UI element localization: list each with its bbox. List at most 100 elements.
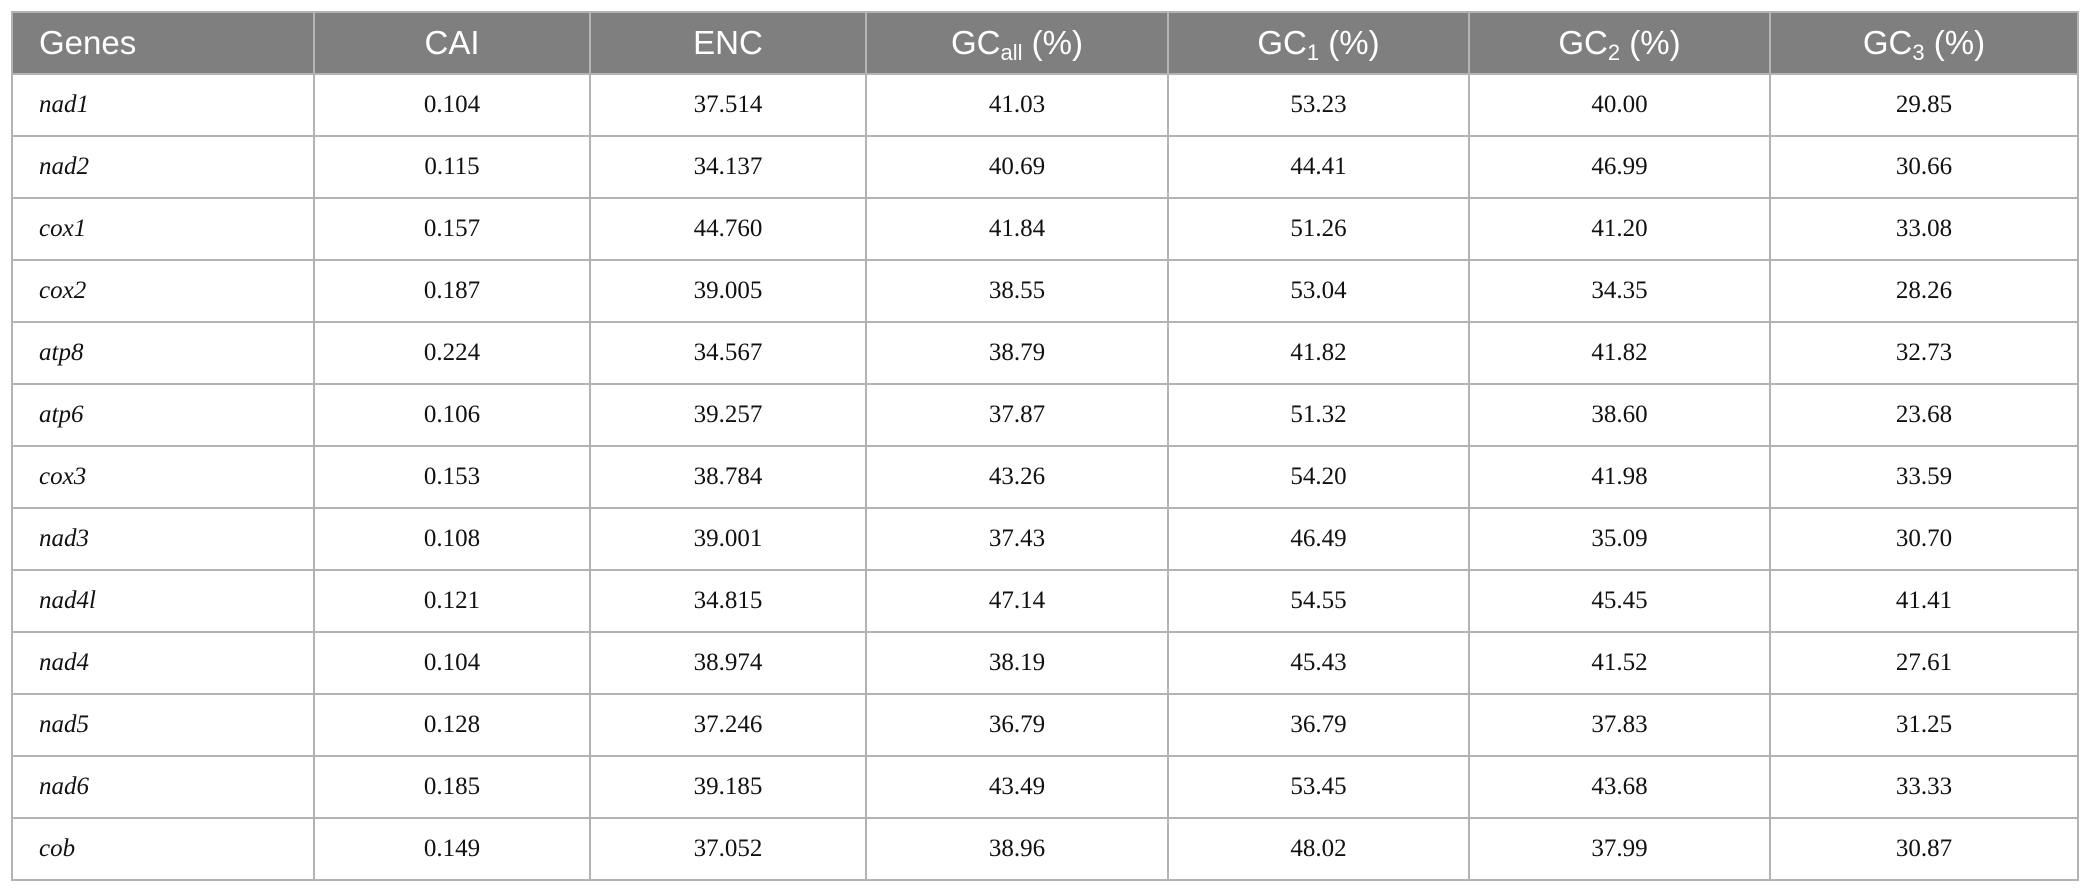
value-cell: 45.43: [1167, 631, 1470, 695]
column-header: GC3 (%): [1769, 11, 2079, 75]
value-cell: 34.137: [589, 135, 867, 199]
table-row: nad5 0.128 37.246 36.79 36.79 37.83 31.25: [11, 693, 2079, 757]
header-subscript: 1: [1306, 40, 1320, 65]
value-cell: 41.20: [1468, 197, 1771, 261]
gene-cell: cox2: [11, 259, 315, 323]
value-cell: 44.760: [589, 197, 867, 261]
value-cell: 41.52: [1468, 631, 1771, 695]
value-cell: 30.87: [1769, 817, 2079, 881]
gene-cell: nad3: [11, 507, 315, 571]
value-cell: 53.04: [1167, 259, 1470, 323]
value-cell: 48.02: [1167, 817, 1470, 881]
value-cell: 34.567: [589, 321, 867, 385]
gene-cell: nad4l: [11, 569, 315, 633]
value-cell: 41.03: [865, 73, 1169, 137]
header-subscript: 3: [1912, 40, 1925, 65]
value-cell: 39.001: [589, 507, 867, 571]
value-cell: 38.784: [589, 445, 867, 509]
value-cell: 32.73: [1769, 321, 2079, 385]
value-cell: 53.45: [1167, 755, 1470, 819]
value-cell: 41.98: [1468, 445, 1771, 509]
value-cell: 54.55: [1167, 569, 1470, 633]
gene-cell: cox1: [11, 197, 315, 261]
table-row: nad3 0.108 39.001 37.43 46.49 35.09 30.70: [11, 507, 2079, 571]
header-subscript: 2: [1607, 40, 1621, 65]
value-cell: 37.514: [589, 73, 867, 137]
value-cell: 33.33: [1769, 755, 2079, 819]
value-cell: 0.106: [313, 383, 591, 447]
value-cell: 29.85: [1769, 73, 2079, 137]
value-cell: 45.45: [1468, 569, 1771, 633]
gene-cell: atp8: [11, 321, 315, 385]
table-row: atp8 0.224 34.567 38.79 41.82 41.82 32.73: [11, 321, 2079, 385]
value-cell: 37.87: [865, 383, 1169, 447]
table-row: cox3 0.153 38.784 43.26 54.20 41.98 33.59: [11, 445, 2079, 509]
value-cell: 51.32: [1167, 383, 1470, 447]
value-cell: 54.20: [1167, 445, 1470, 509]
value-cell: 30.66: [1769, 135, 2079, 199]
table-body: nad1 0.104 37.514 41.03 53.23 40.00 29.85 nad2 0…: [11, 73, 2079, 881]
value-cell: 39.005: [589, 259, 867, 323]
column-header: GC1 (%): [1167, 11, 1470, 75]
header-text: GC: [950, 24, 1001, 61]
value-cell: 0.187: [313, 259, 591, 323]
value-cell: 0.149: [313, 817, 591, 881]
value-cell: 33.59: [1769, 445, 2079, 509]
value-cell: 53.23: [1167, 73, 1470, 137]
value-cell: 0.157: [313, 197, 591, 261]
header-unit: (%): [1620, 24, 1681, 61]
value-cell: 38.96: [865, 817, 1169, 881]
column-header: ENC: [589, 11, 867, 75]
value-cell: 41.41: [1769, 569, 2079, 633]
column-header: GC2 (%): [1468, 11, 1771, 75]
value-cell: 0.104: [313, 73, 591, 137]
table-row: nad1 0.104 37.514 41.03 53.23 40.00 29.85: [11, 73, 2079, 137]
value-cell: 37.83: [1468, 693, 1771, 757]
value-cell: 35.09: [1468, 507, 1771, 571]
value-cell: 38.55: [865, 259, 1169, 323]
value-cell: 0.108: [313, 507, 591, 571]
value-cell: 30.70: [1769, 507, 2079, 571]
value-cell: 0.104: [313, 631, 591, 695]
value-cell: 37.246: [589, 693, 867, 757]
value-cell: 27.61: [1769, 631, 2079, 695]
header-text: GC: [1558, 24, 1608, 61]
value-cell: 31.25: [1769, 693, 2079, 757]
value-cell: 40.69: [865, 135, 1169, 199]
value-cell: 47.14: [865, 569, 1169, 633]
value-cell: 38.79: [865, 321, 1169, 385]
value-cell: 34.815: [589, 569, 867, 633]
column-header: CAI: [313, 11, 591, 75]
value-cell: 0.185: [313, 755, 591, 819]
header-text: CAI: [424, 24, 480, 61]
value-cell: 40.00: [1468, 73, 1771, 137]
header-row: Genes CAI ENC GCall (%) GC1 (%) GC2 (%) GC3 (%…: [11, 11, 2079, 75]
table-row: cob 0.149 37.052 38.96 48.02 37.99 30.87: [11, 817, 2079, 881]
value-cell: 0.224: [313, 321, 591, 385]
data-table: Genes CAI ENC GCall (%) GC1 (%) GC2 (%) GC3 (%…: [11, 11, 2079, 881]
gene-cell: nad2: [11, 135, 315, 199]
table-row: nad2 0.115 34.137 40.69 44.41 46.99 30.66: [11, 135, 2079, 199]
column-header: Genes: [11, 11, 315, 75]
value-cell: 38.974: [589, 631, 867, 695]
value-cell: 46.49: [1167, 507, 1470, 571]
gene-cell: cox3: [11, 445, 315, 509]
value-cell: 41.82: [1167, 321, 1470, 385]
value-cell: 38.19: [865, 631, 1169, 695]
value-cell: 37.052: [589, 817, 867, 881]
value-cell: 43.49: [865, 755, 1169, 819]
table-row: nad4 0.104 38.974 38.19 45.43 41.52 27.61: [11, 631, 2079, 695]
value-cell: 0.153: [313, 445, 591, 509]
value-cell: 23.68: [1769, 383, 2079, 447]
table-row: nad4l 0.121 34.815 47.14 54.55 45.45 41.41: [11, 569, 2079, 633]
gene-cell: atp6: [11, 383, 315, 447]
header-unit: (%): [1022, 24, 1083, 61]
value-cell: 39.257: [589, 383, 867, 447]
value-cell: 41.84: [865, 197, 1169, 261]
value-cell: 43.68: [1468, 755, 1771, 819]
value-cell: 36.79: [1167, 693, 1470, 757]
header-text: Genes: [39, 24, 137, 61]
value-cell: 34.35: [1468, 259, 1771, 323]
table-row: cox1 0.157 44.760 41.84 51.26 41.20 33.08: [11, 197, 2079, 261]
